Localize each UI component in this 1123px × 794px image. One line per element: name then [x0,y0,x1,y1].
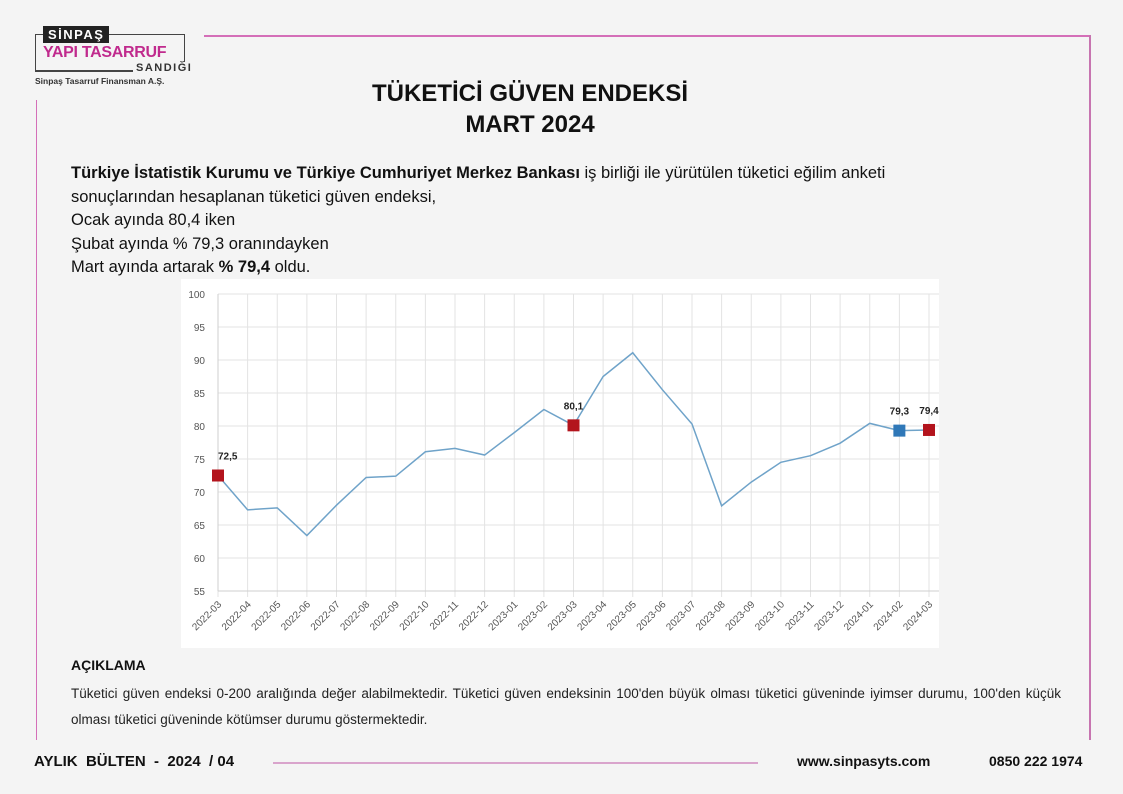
x-tick-label: 2023-10 [753,599,787,633]
data-point-marker [893,424,906,437]
company-logo: SİNPAŞ YAPI TASARRUF SANDIĞI Sinpaş Tasa… [35,26,196,86]
y-tick-label: 95 [194,323,206,334]
line-chart-svg: 5560657075808590951002022-032022-042022-… [188,290,939,633]
y-tick-label: 70 [194,488,206,499]
title-line-1: TÜKETİCİ GÜVEN ENDEKSİ [371,80,689,107]
logo-frame [35,34,185,72]
x-tick-label: 2022-04 [220,599,254,633]
data-point-marker [212,469,224,482]
y-tick-label: 100 [188,290,205,301]
x-tick-label: 2022-12 [457,599,491,633]
y-tick-label: 75 [194,455,206,466]
y-tick-label: 55 [194,587,206,598]
intro-line1-rest: iş birliği ile yürütülen tüketici eğilim… [579,164,886,182]
x-tick-label: 2023-04 [576,599,610,633]
data-point-label: 79,4 [919,406,939,417]
x-tick-label: 2023-05 [605,599,639,633]
logo-underline [35,70,185,72]
x-tick-label: 2023-03 [546,599,580,633]
intro-line5-value: % 79,4 [218,258,271,276]
x-tick-label: 2022-08 [339,599,373,633]
intro-line2: sonuçlarından hesaplanan tüketici güven … [71,187,437,206]
website-link[interactable]: www.sinpasyts.com [797,753,931,769]
x-tick-label: 2022-10 [398,599,432,633]
page-title: TÜKETİCİ GÜVEN ENDEKSİ MART 2024 [300,78,760,140]
y-tick-label: 85 [194,389,206,400]
logo-main-text: YAPI TASARRUF [43,44,167,61]
logo-top-text: SİNPAŞ [43,26,110,43]
x-tick-label: 2023-08 [694,599,728,633]
y-tick-label: 80 [194,422,206,433]
x-tick-label: 2024-03 [901,599,935,633]
data-point-label: 79,3 [890,407,910,418]
logo-bottom-text: SANDIĞI [133,62,196,74]
x-tick-label: 2023-09 [724,599,758,633]
data-point-label: 72,5 [218,452,238,463]
frame-right-border [1089,35,1091,740]
frame-left-border [36,100,37,740]
y-tick-label: 65 [194,521,206,532]
x-tick-label: 2023-06 [635,599,669,633]
x-tick-label: 2022-06 [279,599,313,633]
intro-line3: Ocak ayında 80,4 iken [71,211,236,229]
y-tick-label: 90 [194,356,206,367]
x-tick-label: 2022-07 [309,599,343,633]
x-tick-label: 2023-02 [516,599,550,633]
x-tick-label: 2022-05 [250,599,284,633]
y-tick-label: 60 [194,554,206,565]
intro-line5-post: oldu. [270,258,311,276]
x-tick-label: 2023-07 [664,599,698,633]
frame-top-border [204,35,1090,37]
bulletin-label: AYLIK BÜLTEN - 2024 / 04 [34,753,235,770]
intro-institutions: Türkiye İstatistik Kurumu ve Türkiye Cum… [71,164,580,182]
title-line-2: MART 2024 [465,111,595,138]
data-point-marker [923,423,935,436]
x-tick-label: 2023-01 [487,599,521,633]
x-tick-label: 2022-09 [368,599,402,633]
x-tick-label: 2022-11 [428,599,462,633]
phone-number: 0850 222 1974 [989,753,1083,769]
x-tick-label: 2023-11 [783,599,817,633]
footer-divider [273,762,758,764]
x-tick-label: 2024-02 [872,599,906,633]
x-tick-label: 2022-03 [190,599,224,633]
x-tick-label: 2023-12 [813,599,847,633]
logo-subtitle: Sinpaş Tasarruf Finansman A.Ş. [35,76,165,86]
data-point-marker [567,419,580,432]
consumer-confidence-chart: 55 60 65 70 75 80 85 90 95 100 2022-03 2022-04 2022-… [181,279,939,648]
explanation-heading: AÇIKLAMA [71,657,146,673]
x-tick-label: 2024-01 [842,599,876,633]
data-point-label: 80,1 [564,401,584,412]
intro-line4: Şubat ayında % 79,3 oranındayken [71,234,329,253]
explanation-text: Tüketici güven endeksi 0-200 aralığında … [71,686,1061,727]
intro-line5-pre: Mart ayında artarak [71,258,219,276]
intro-paragraph: Türkiye İstatistik Kurumu ve Türkiye Cum… [71,162,1031,280]
